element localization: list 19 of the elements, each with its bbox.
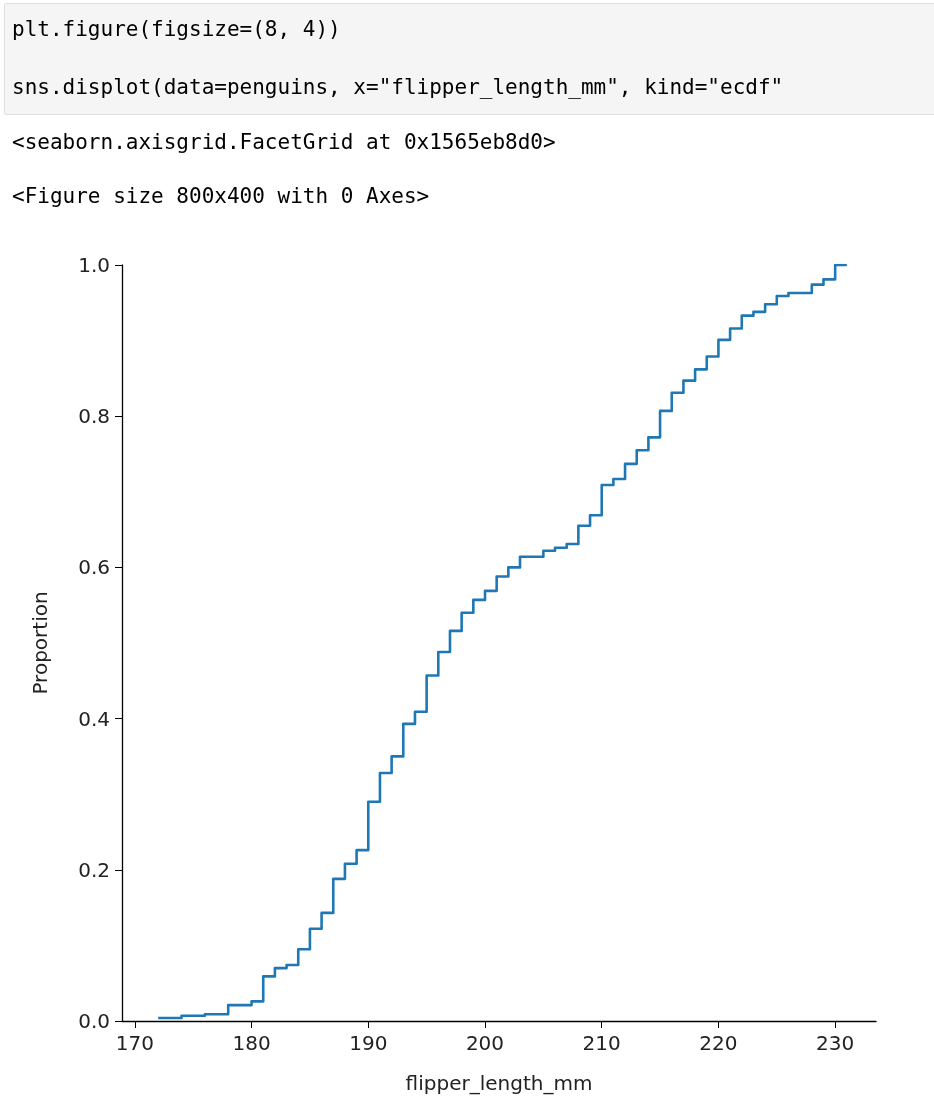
y-tick-label: 0.4 [78, 706, 110, 731]
x-tick-label: 180 [232, 1031, 271, 1055]
text: sns.displot(data=penguins, x="flipper_length_mm", kind="ecdf" [12, 75, 784, 99]
y-tick-label: 1.0 [78, 253, 110, 277]
y-tick-label: 0.0 [78, 1009, 110, 1033]
x-tick-label: 190 [349, 1031, 388, 1055]
y-tick-label: 0.6 [78, 555, 110, 580]
text: <Figure size 800x400 with 0 Axes> [12, 184, 430, 208]
x-tick-label: 200 [465, 1031, 505, 1055]
x-tick-label: 210 [582, 1031, 621, 1055]
text: <seaborn.axisgrid.FacetGrid at 0x1565eb8d0> [12, 130, 556, 154]
text: plt.figure(figsize=(8, 4)) [12, 17, 341, 41]
x-axis-title: flipper_length_mm [405, 1071, 593, 1095]
y-tick-label: 0.2 [78, 857, 110, 882]
y-axis-title: Proportion [28, 591, 52, 695]
y-tick-label: 0.8 [78, 404, 110, 429]
x-tick-label: 220 [699, 1031, 738, 1055]
x-tick-label: 230 [816, 1031, 855, 1055]
x-tick-label: 170 [115, 1031, 154, 1055]
